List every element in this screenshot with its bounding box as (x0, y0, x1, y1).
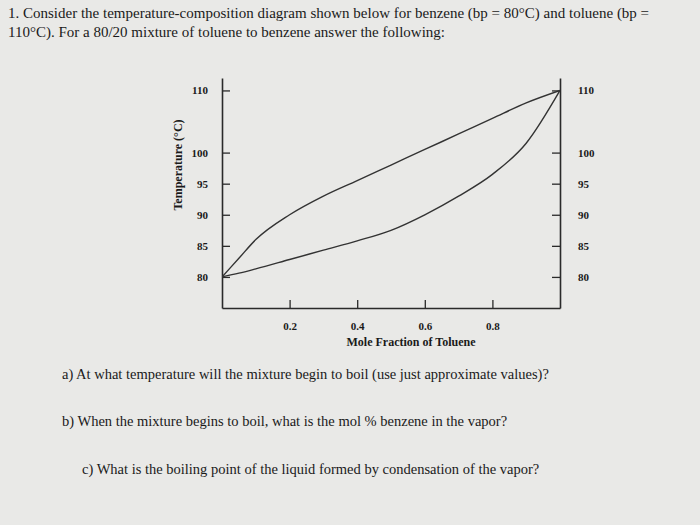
curve (222, 90, 560, 276)
y-axis-right: 80 85 90 95 100 110 (552, 79, 595, 309)
tick: 0.8 (486, 300, 500, 332)
tick-label: 90 (578, 209, 590, 221)
plot-area (222, 90, 560, 276)
tick-mark (552, 152, 560, 153)
tick: 0.4 (351, 300, 365, 332)
tick-mark (425, 300, 426, 308)
curve (222, 90, 560, 276)
tick-label: 85 (578, 240, 590, 252)
tick: 95 (197, 178, 230, 190)
tick-label: 0.8 (486, 320, 500, 332)
tick: 110 (192, 84, 230, 96)
tick-label: 95 (578, 178, 590, 190)
tick-label: 80 (578, 271, 590, 283)
x-axis: 0.2 0.4 0.6 0.8 (223, 300, 561, 332)
axis-line (223, 308, 561, 310)
tick-label: 110 (578, 84, 594, 96)
y-axis-title: Temperature (°C) (171, 119, 185, 210)
tick: 80 (552, 271, 590, 283)
question: b) When the mixture begins to boil, what… (62, 413, 507, 430)
tick-mark (222, 246, 230, 247)
tick-mark (552, 246, 560, 247)
x-axis-title: Mole Fraction of Toluene (347, 335, 477, 349)
tick: 90 (197, 209, 230, 221)
tick-label: 100 (578, 147, 595, 159)
tick: 100 (192, 147, 231, 159)
tick: 0.2 (283, 300, 297, 332)
axis-line (560, 79, 562, 309)
tick-mark (357, 300, 358, 308)
tick-mark (552, 277, 560, 278)
tick-label: 85 (197, 240, 209, 252)
tick-mark (289, 300, 290, 308)
tick: 0.6 (418, 300, 432, 332)
tick-mark (552, 215, 560, 216)
tick-label: 80 (197, 271, 209, 283)
tick: 100 (552, 147, 595, 159)
tick-label: 0.6 (418, 320, 432, 332)
question: c) What is the boiling point of the liqu… (82, 461, 539, 478)
tick-mark (492, 300, 493, 308)
tick-mark (222, 90, 230, 91)
tick: 85 (197, 240, 230, 252)
tick-mark (222, 215, 230, 216)
tick-label: 0.2 (283, 320, 297, 332)
tick: 95 (552, 178, 590, 190)
tick-mark (222, 184, 230, 185)
tick-mark (222, 152, 230, 153)
tick-mark (552, 184, 560, 185)
tick: 90 (552, 209, 590, 221)
axis-line (222, 79, 224, 309)
tick-label: 0.4 (351, 320, 365, 332)
tick-label: 95 (197, 178, 209, 190)
chart: 0.2 0.4 0.6 0.8 80 85 90 95 100 110 80 85 90 95 100 110… (0, 0, 700, 525)
tick-label: 100 (192, 147, 209, 159)
question: a) At what temperature will the mixture … (62, 366, 549, 383)
title: 1. Consider the temperature-composition … (8, 4, 688, 42)
tick-label: 110 (192, 84, 208, 96)
tick-label: 90 (197, 209, 209, 221)
tick: 85 (552, 240, 590, 252)
